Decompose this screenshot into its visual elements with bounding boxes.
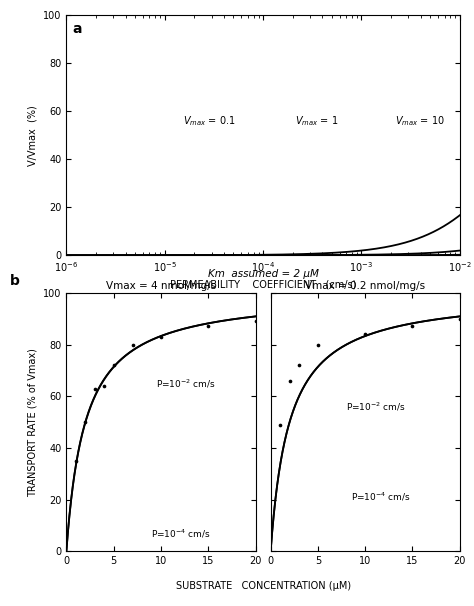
Point	[204, 322, 212, 331]
Text: b: b	[9, 274, 19, 288]
Text: a: a	[72, 22, 82, 36]
Text: P=$10^{-4}$ cm/s: P=$10^{-4}$ cm/s	[152, 527, 211, 539]
Text: P=$10^{-2}$ cm/s: P=$10^{-2}$ cm/s	[346, 401, 406, 413]
Point	[252, 316, 259, 326]
Point	[286, 376, 293, 385]
Text: Km  assumed = 2 μM: Km assumed = 2 μM	[208, 269, 319, 279]
Point	[314, 340, 322, 350]
X-axis label: PERMEABILITY    COEFFICIENT   (cm/s): PERMEABILITY COEFFICIENT (cm/s)	[170, 279, 356, 290]
Point	[276, 420, 284, 430]
Point	[456, 314, 464, 324]
Text: SUBSTRATE   CONCENTRATION (μM): SUBSTRATE CONCENTRATION (μM)	[175, 581, 351, 591]
Point	[110, 361, 118, 370]
Text: $V_{max}$ = 1: $V_{max}$ = 1	[295, 114, 339, 128]
Y-axis label: V/Vmax  (%): V/Vmax (%)	[27, 105, 37, 165]
Title: Vmax = 0.2 nmol/mg/s: Vmax = 0.2 nmol/mg/s	[305, 281, 425, 291]
Point	[129, 340, 137, 350]
Point	[295, 361, 303, 370]
Text: P=$10^{-4}$ cm/s: P=$10^{-4}$ cm/s	[351, 491, 411, 504]
Point	[100, 381, 108, 391]
Point	[409, 322, 416, 331]
Text: $V_{max}$ = 0.1: $V_{max}$ = 0.1	[182, 114, 236, 128]
Point	[82, 418, 89, 427]
Text: P=$10^{-2}$ cm/s: P=$10^{-2}$ cm/s	[156, 377, 216, 390]
Point	[72, 456, 80, 466]
Point	[157, 332, 165, 342]
Point	[91, 384, 99, 393]
Title: Vmax = 4 nmol/mg/s: Vmax = 4 nmol/mg/s	[106, 281, 216, 291]
Text: $V_{max}$ = 10: $V_{max}$ = 10	[395, 114, 446, 128]
Y-axis label: TRANSPORT RATE (% of Vmax): TRANSPORT RATE (% of Vmax)	[27, 348, 37, 496]
Point	[361, 330, 369, 339]
